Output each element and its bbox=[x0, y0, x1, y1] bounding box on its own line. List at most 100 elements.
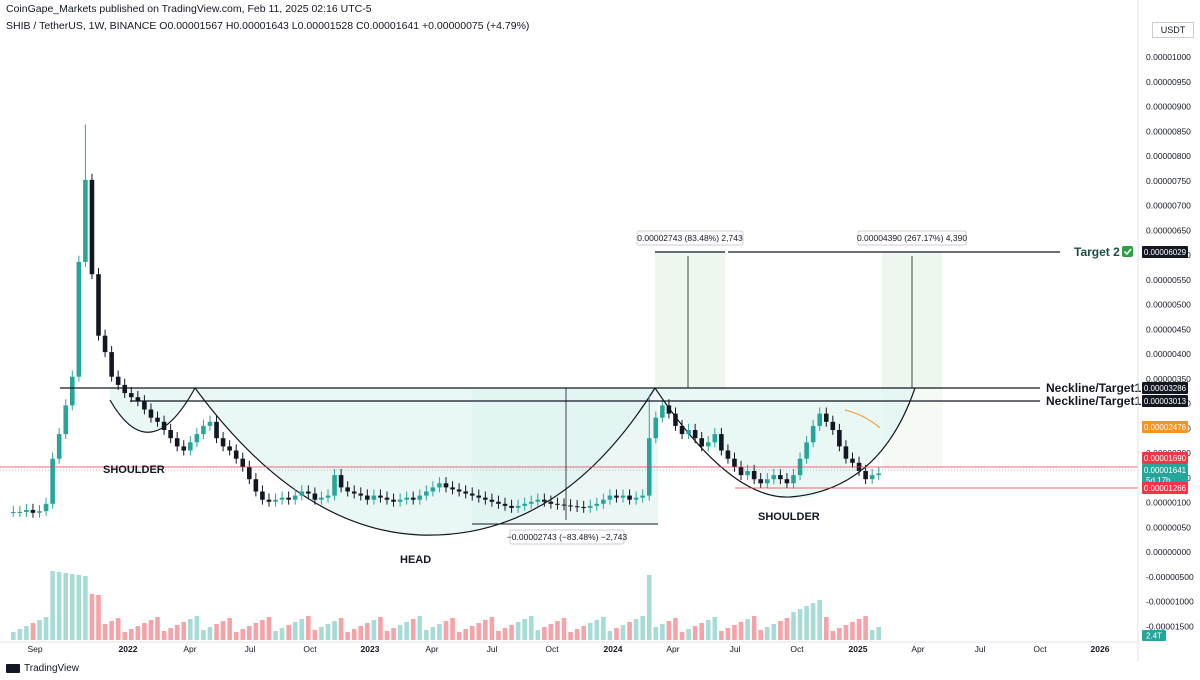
x-tick-label: 2025 bbox=[849, 644, 868, 654]
volume-bar bbox=[279, 628, 285, 640]
price-tag-label: 0.00002476 bbox=[1144, 423, 1187, 432]
candle-body bbox=[456, 489, 462, 492]
candle-body bbox=[705, 442, 711, 447]
measure-up-left-label-box bbox=[636, 230, 744, 246]
volume-bar bbox=[469, 626, 475, 640]
volume-bar bbox=[823, 617, 829, 640]
candle-body bbox=[233, 450, 239, 459]
volume-bar bbox=[24, 626, 29, 640]
x-tick-label: Oct bbox=[790, 644, 804, 654]
x-tick-label: 2023 bbox=[361, 644, 380, 654]
volume-bar bbox=[128, 629, 134, 640]
candle-body bbox=[653, 417, 659, 439]
volume-bar bbox=[791, 612, 796, 640]
candle-body bbox=[168, 430, 173, 439]
volume-bar bbox=[96, 595, 101, 640]
candle-body bbox=[299, 491, 305, 496]
candle-body bbox=[161, 421, 167, 430]
candle-body bbox=[122, 384, 128, 394]
candle-body bbox=[424, 491, 429, 496]
candle-body bbox=[391, 499, 396, 502]
candle-body bbox=[837, 430, 842, 447]
candle-body bbox=[378, 495, 383, 498]
volume-bar bbox=[83, 576, 88, 640]
volume-bar bbox=[417, 616, 423, 640]
x-tick-label: Sep bbox=[27, 644, 42, 654]
volume-bar bbox=[574, 629, 580, 640]
neckline-label-lower: Neckline/Target1 bbox=[1046, 394, 1141, 408]
candle-body bbox=[725, 450, 731, 459]
volume-bar bbox=[233, 632, 239, 640]
price-tag-box bbox=[1142, 421, 1188, 433]
volume-bar bbox=[220, 621, 226, 640]
volume-bar bbox=[620, 625, 626, 640]
currency-label: USDT bbox=[1152, 22, 1194, 38]
price-tag-box bbox=[1142, 395, 1188, 407]
candle-body bbox=[135, 397, 141, 402]
x-tick-label: 2022 bbox=[119, 644, 138, 654]
candle-body bbox=[601, 499, 606, 504]
volume-bar bbox=[535, 630, 541, 640]
y-tick-label: 0.00000700 bbox=[1146, 201, 1191, 211]
candle-body bbox=[10, 512, 16, 513]
candle-body bbox=[142, 401, 147, 410]
volume-bar bbox=[738, 622, 744, 640]
volume-bar bbox=[496, 631, 501, 640]
candle-body bbox=[535, 499, 541, 502]
check-mark-stroke bbox=[1123, 248, 1132, 256]
volume-bar bbox=[456, 632, 462, 640]
volume-bar bbox=[614, 628, 619, 640]
candle-body bbox=[69, 376, 75, 406]
volume-bar bbox=[758, 630, 764, 640]
candle-body bbox=[76, 261, 82, 377]
candle-body bbox=[260, 491, 265, 500]
candle-body bbox=[247, 466, 252, 480]
candle-body bbox=[810, 425, 816, 443]
volume-bar bbox=[273, 631, 278, 640]
volume-bar bbox=[810, 603, 816, 640]
volume-bar bbox=[207, 627, 213, 640]
volume-tag-label: 2.4T bbox=[1146, 632, 1162, 641]
candle-body bbox=[266, 499, 272, 502]
candle-body bbox=[410, 497, 416, 500]
candle-body bbox=[319, 497, 324, 500]
candle-body bbox=[43, 503, 49, 512]
candle-body bbox=[148, 409, 154, 418]
measure-up-right-label-box bbox=[857, 230, 967, 246]
x-tick-label: Apr bbox=[911, 644, 924, 654]
price-tag-box bbox=[1142, 452, 1188, 464]
volume-bar bbox=[122, 632, 128, 640]
volume-bar bbox=[804, 606, 809, 640]
volume-bar bbox=[594, 620, 600, 640]
tradingview-logo-icon bbox=[6, 664, 20, 673]
candle-body bbox=[876, 473, 882, 476]
volume-bar bbox=[240, 629, 246, 640]
volume-bar bbox=[397, 625, 403, 640]
y-tick-label: 0.00000550 bbox=[1146, 275, 1191, 285]
volume-bar bbox=[587, 623, 593, 640]
volume-bar bbox=[424, 630, 429, 640]
volume-bar bbox=[837, 628, 842, 640]
candle-body bbox=[607, 495, 613, 500]
volume-tag-box bbox=[1142, 630, 1166, 641]
volume-bar bbox=[627, 622, 632, 640]
volume-bar bbox=[292, 622, 298, 640]
candle-body bbox=[292, 495, 298, 500]
volume-bar bbox=[869, 630, 875, 640]
candle-body bbox=[469, 493, 475, 496]
volume-bar bbox=[345, 632, 350, 640]
candle-body bbox=[745, 471, 750, 476]
volume-bar bbox=[830, 631, 836, 640]
volume-bar bbox=[247, 626, 252, 640]
candle-body bbox=[30, 509, 36, 513]
candle-body bbox=[332, 475, 337, 496]
candle-body bbox=[365, 495, 370, 500]
volume-bar bbox=[607, 631, 613, 640]
candle-body bbox=[791, 475, 796, 484]
volume-bar bbox=[784, 618, 790, 640]
y-tick-label: 0.00000900 bbox=[1146, 102, 1191, 112]
x-tick-label: Apr bbox=[183, 644, 196, 654]
candle-body bbox=[63, 405, 69, 435]
candle-body bbox=[528, 501, 534, 504]
